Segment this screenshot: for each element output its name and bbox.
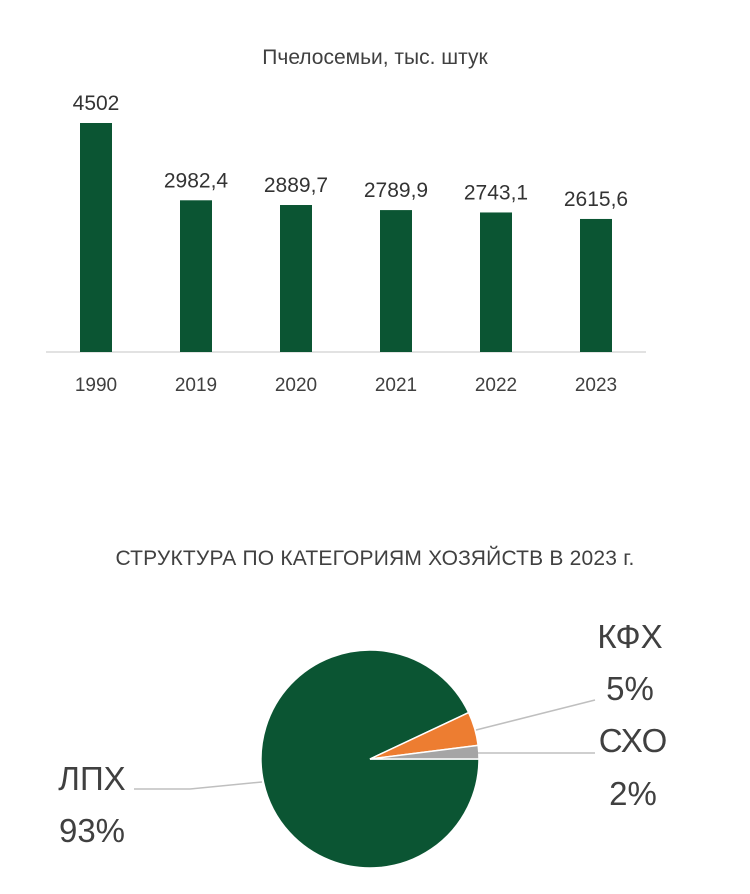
x-tick-label: 2023	[575, 375, 617, 396]
x-tick-label: 2020	[275, 375, 317, 396]
bar-chart: 4502 1990 2982,4 2019 2889,7 2020 2789,9 2021 27…	[46, 92, 646, 396]
bar-value-label: 2889,7	[264, 174, 328, 197]
bar-chart-title: Пчелосемьи, тыс. штук	[262, 46, 488, 69]
bar-value-label: 2789,9	[364, 179, 428, 202]
bar-2019	[180, 200, 212, 352]
bar-value-label: 2615,6	[564, 188, 628, 211]
leader-line-ЛПХ	[134, 781, 263, 790]
pie-label-percent: 93%	[59, 812, 125, 849]
pie-chart-title: СТРУКТУРА ПО КАТЕГОРИЯМ ХОЗЯЙСТВ В 2023 …	[115, 547, 635, 570]
x-tick-label: 2021	[375, 375, 417, 396]
pie-label-name: СХО	[599, 722, 668, 759]
bar-2023	[580, 218, 612, 352]
bar-2022	[480, 212, 512, 352]
x-tick-label: 2019	[175, 375, 217, 396]
bar-value-label: 2982,4	[164, 169, 229, 192]
pie-label-percent: 5%	[606, 670, 654, 707]
pie-label-name: КФХ	[597, 618, 662, 655]
pie-slice-СХО	[369, 744, 480, 760]
bar-value-label: 2743,1	[464, 181, 528, 204]
x-tick-label: 1990	[75, 375, 117, 396]
bar-2021	[380, 210, 412, 352]
pie-label-percent: 2%	[609, 775, 657, 812]
leader-line-КФХ	[475, 699, 596, 731]
bar-2020	[280, 205, 312, 352]
bar-1990	[80, 123, 112, 352]
bar-value-label: 4502	[73, 92, 120, 115]
pie-label-name: ЛПХ	[58, 760, 125, 797]
x-tick-label: 2022	[475, 375, 517, 396]
